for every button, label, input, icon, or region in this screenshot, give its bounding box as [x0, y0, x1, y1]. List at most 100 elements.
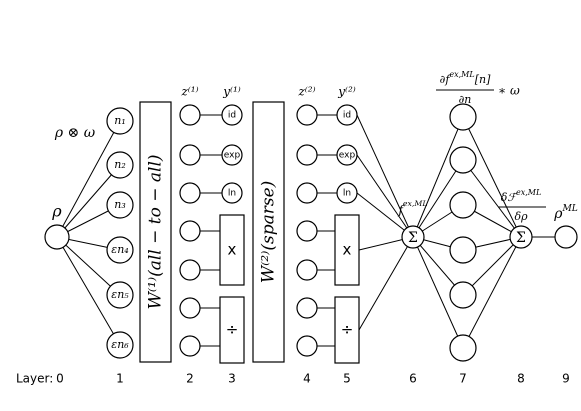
op-box [219, 296, 245, 364]
hidden-node [296, 335, 318, 357]
density-label: εn₄ [111, 243, 128, 256]
functional-denominator: δρ [514, 210, 528, 223]
op-node [221, 182, 243, 204]
sum1-label-sup: ex,ML [403, 199, 428, 208]
numerator-base: δℱ [501, 191, 519, 204]
op-node [221, 104, 243, 126]
hidden-node [296, 220, 318, 242]
weight-box [139, 101, 172, 363]
layer-number: 2 [186, 372, 194, 386]
output-label-base: ρ [553, 206, 563, 222]
gradient-node [449, 146, 477, 174]
layer-number: 7 [459, 372, 467, 386]
layer-number: 9 [562, 372, 570, 386]
op-label: exp [339, 151, 356, 161]
hidden-node [296, 259, 318, 281]
y-label: y⁽²⁾ [337, 85, 356, 99]
op-label: ÷ [226, 321, 239, 339]
weight-box [252, 101, 285, 363]
density-node [106, 107, 134, 135]
output-node [554, 225, 578, 249]
edge [412, 236, 464, 349]
edge [356, 154, 414, 238]
layer-number: 5 [343, 372, 351, 386]
z-label: z⁽²⁾ [297, 85, 315, 99]
density-node [106, 331, 134, 359]
op-label: ln [228, 189, 236, 199]
layer-title: Layer: [16, 372, 53, 386]
gradient-node [449, 334, 477, 362]
edge [462, 159, 522, 238]
op-label: id [228, 111, 236, 121]
edge [56, 120, 121, 238]
edge [412, 159, 464, 238]
hidden-node [179, 297, 201, 319]
op-box [219, 214, 245, 286]
density-node [106, 281, 134, 309]
input-label: ρ [51, 202, 62, 221]
hidden-node [296, 144, 318, 166]
edge [462, 236, 522, 349]
hidden-node [179, 335, 201, 357]
edge [56, 236, 121, 346]
hidden-node [179, 104, 201, 126]
op-label: x [343, 241, 352, 259]
edge [56, 236, 121, 296]
layer-number: 8 [517, 372, 525, 386]
edge [356, 192, 414, 238]
numerator-sup: ex,ML [449, 70, 474, 79]
op-label: ÷ [341, 321, 354, 339]
op-label: exp [224, 151, 241, 161]
weight-label: W⁽¹⁾(all − to − all) [146, 154, 166, 309]
op-label: id [343, 111, 351, 121]
density-label: n₃ [114, 198, 126, 211]
gradient-node [449, 103, 477, 131]
derivative-factor: ∗ ω [498, 84, 520, 98]
weight-label: W⁽²⁾(sparse) [259, 181, 279, 284]
edge [412, 116, 464, 238]
sum1-label: fex,ML [397, 199, 427, 217]
numerator-base: ∂f [440, 73, 452, 86]
layer-number: 0 [56, 372, 64, 386]
op-label: ln [343, 189, 351, 199]
numerator-tail: [n] [475, 73, 491, 86]
density-label: n₁ [114, 114, 126, 127]
sum-symbol: Σ [516, 230, 526, 246]
gradient-node [449, 236, 477, 264]
functional-numerator: δℱex,ML [501, 188, 542, 204]
hidden-node [179, 259, 201, 281]
edge [56, 164, 121, 238]
product-label: ρ ⊗ ω [54, 125, 96, 141]
numerator-sup: ex,ML [516, 188, 541, 197]
density-node [106, 191, 134, 219]
input-node [44, 224, 70, 250]
hidden-node [179, 220, 201, 242]
output-label: ρML [553, 204, 578, 223]
layer-number: 6 [409, 372, 417, 386]
y-label: y⁽¹⁾ [222, 85, 241, 99]
sum-node [401, 225, 425, 249]
hidden-node [296, 297, 318, 319]
z-label: z⁽¹⁾ [180, 85, 198, 99]
edge [356, 114, 414, 238]
layer-number: 3 [228, 372, 236, 386]
derivative-numerator: ∂fex,ML[n] [440, 70, 491, 86]
density-node [106, 151, 134, 179]
op-box [334, 296, 360, 364]
density-label: εn₅ [111, 288, 129, 301]
density-label: n₂ [114, 158, 126, 171]
layer-number: 4 [303, 372, 311, 386]
gradient-node [449, 281, 477, 309]
derivative-denominator: ∂n [459, 93, 472, 106]
op-node [221, 144, 243, 166]
edge [462, 236, 522, 296]
hidden-node [296, 104, 318, 126]
hidden-node [179, 144, 201, 166]
density-node [106, 236, 134, 264]
edge [462, 116, 522, 238]
density-label: εn₆ [111, 338, 129, 351]
op-label: x [228, 241, 237, 259]
hidden-node [179, 182, 201, 204]
layer-number: 1 [116, 372, 124, 386]
